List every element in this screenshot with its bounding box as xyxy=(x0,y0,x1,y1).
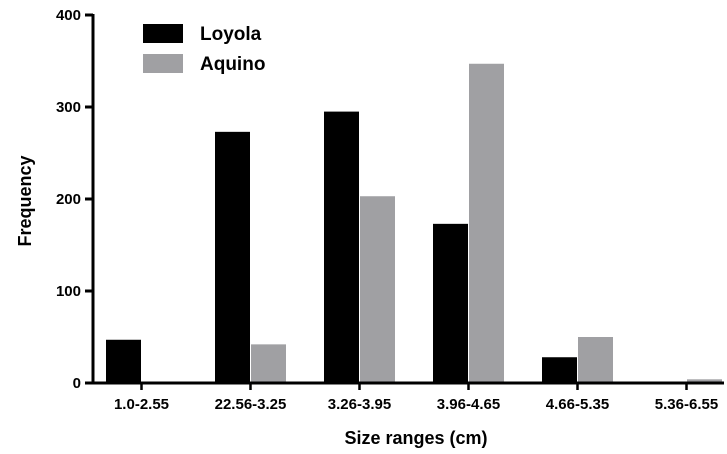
bar-loyola-0 xyxy=(106,339,141,383)
bar-aquino-5 xyxy=(687,379,722,383)
bar-loyola-2 xyxy=(324,111,359,383)
y-axis-ticks: 0 100 200 300 400 xyxy=(56,7,93,392)
legend: Loyola Aquino xyxy=(143,24,265,75)
y-axis-title: Frequency xyxy=(15,155,35,246)
bars-group xyxy=(106,63,722,383)
y-tick-label: 0 xyxy=(73,375,81,392)
bar-aquino-1 xyxy=(251,344,286,383)
bar-aquino-4 xyxy=(578,337,613,383)
y-tick-label: 200 xyxy=(56,191,81,208)
bar-aquino-2 xyxy=(360,196,395,383)
bar-loyola-3 xyxy=(433,223,468,383)
x-tick-label: 1.0-2.55 xyxy=(114,396,169,413)
legend-label-aquino: Aquino xyxy=(200,54,265,75)
y-tick-label: 300 xyxy=(56,99,81,116)
x-tick-label: 4.66-5.35 xyxy=(546,396,609,413)
bar-loyola-4 xyxy=(542,357,577,383)
y-tick-label: 100 xyxy=(56,283,81,300)
x-axis-title: Size ranges (cm) xyxy=(344,428,487,448)
x-tick-label: 5.36-6.55 xyxy=(655,396,718,413)
bar-loyola-1 xyxy=(215,131,250,383)
y-tick-label: 400 xyxy=(56,7,81,24)
legend-swatch-loyola xyxy=(143,24,183,43)
legend-label-loyola: Loyola xyxy=(200,24,262,45)
legend-swatch-aquino xyxy=(143,54,183,73)
x-tick-label: 3.26-3.95 xyxy=(328,396,391,413)
x-tick-label: 3.96-4.65 xyxy=(437,396,500,413)
bar-aquino-3 xyxy=(469,63,504,383)
x-tick-label: 22.56-3.25 xyxy=(215,396,287,413)
x-axis-ticks: 1.0-2.55 22.56-3.25 3.26-3.95 3.96-4.65 4.66… xyxy=(114,383,718,413)
